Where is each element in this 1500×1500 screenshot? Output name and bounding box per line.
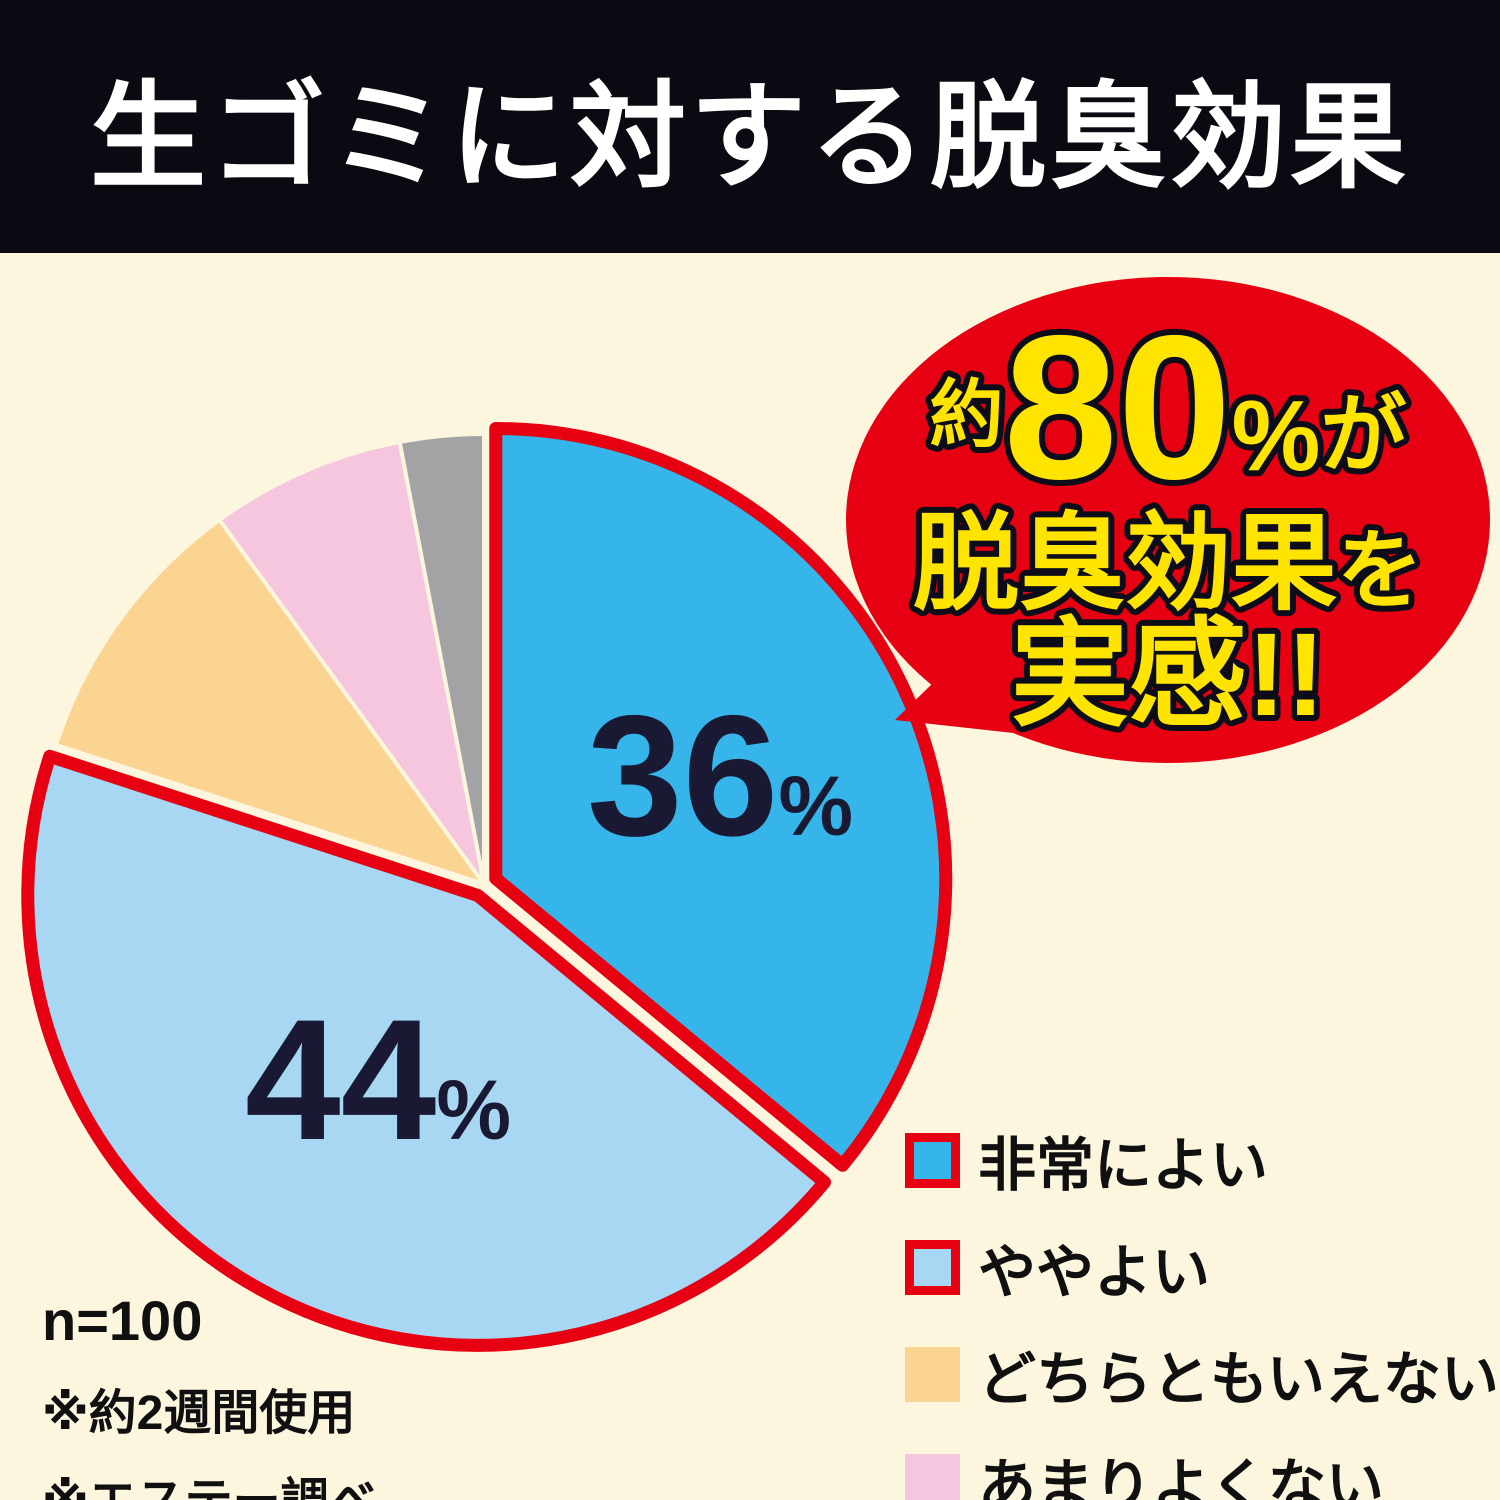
legend-swatch-1: [905, 1239, 960, 1295]
bubble-body: [846, 277, 1490, 763]
pie-label-0: 36%: [587, 680, 853, 872]
legend-item-3: あまりよくない: [905, 1439, 1499, 1500]
callout-line1: 約80%が: [930, 293, 1407, 522]
legend-swatch-0: [905, 1132, 960, 1188]
pie-label-1: 44%: [245, 984, 511, 1176]
sample-size: n=100: [42, 1289, 203, 1352]
note-usage: ※約2週間使用: [42, 1387, 356, 1440]
legend-label-3: あまりよくない: [978, 1454, 1385, 1500]
pie-slice-0: [489, 422, 953, 1172]
notes: n=100 ※約2週間使用 ※エステー調べ: [42, 1288, 377, 1500]
pie-slice-1: [21, 749, 831, 1352]
note-source: ※エステー調べ: [42, 1461, 377, 1500]
header-bar: 生ゴミに対する脱臭効果: [0, 0, 1500, 253]
legend-item-1: ややよい: [905, 1225, 1499, 1309]
pie-slice-3: [216, 439, 486, 886]
legend-swatch-3: [905, 1453, 960, 1500]
legend: 非常によいややよいどちらともいえないあまりよくない全くよくない: [905, 1118, 1499, 1500]
pie-slice-2: [53, 517, 490, 888]
legend-item-2: どちらともいえない: [905, 1332, 1499, 1416]
legend-label-1: ややよい: [978, 1240, 1211, 1305]
page-title: 生ゴミに対する脱臭効果: [90, 71, 1410, 202]
callout-line2: 脱臭効果を: [913, 505, 1423, 623]
pie-slice-4: [397, 431, 486, 885]
pie-chart: 36% 44%: [21, 422, 953, 1352]
legend-label-0: 非常によい: [978, 1133, 1269, 1198]
legend-swatch-2: [905, 1346, 960, 1402]
legend-item-0: 非常によい: [905, 1118, 1499, 1202]
callout-line3: 実感!!: [1011, 609, 1326, 741]
legend-label-2: どちらともいえない: [978, 1347, 1499, 1412]
callout-bubble: 約80%が 脱臭効果を 実感!!: [846, 277, 1490, 763]
